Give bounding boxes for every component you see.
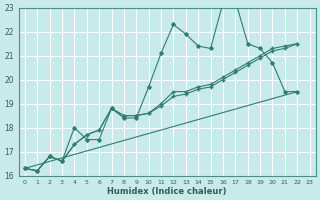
X-axis label: Humidex (Indice chaleur): Humidex (Indice chaleur) xyxy=(108,187,227,196)
